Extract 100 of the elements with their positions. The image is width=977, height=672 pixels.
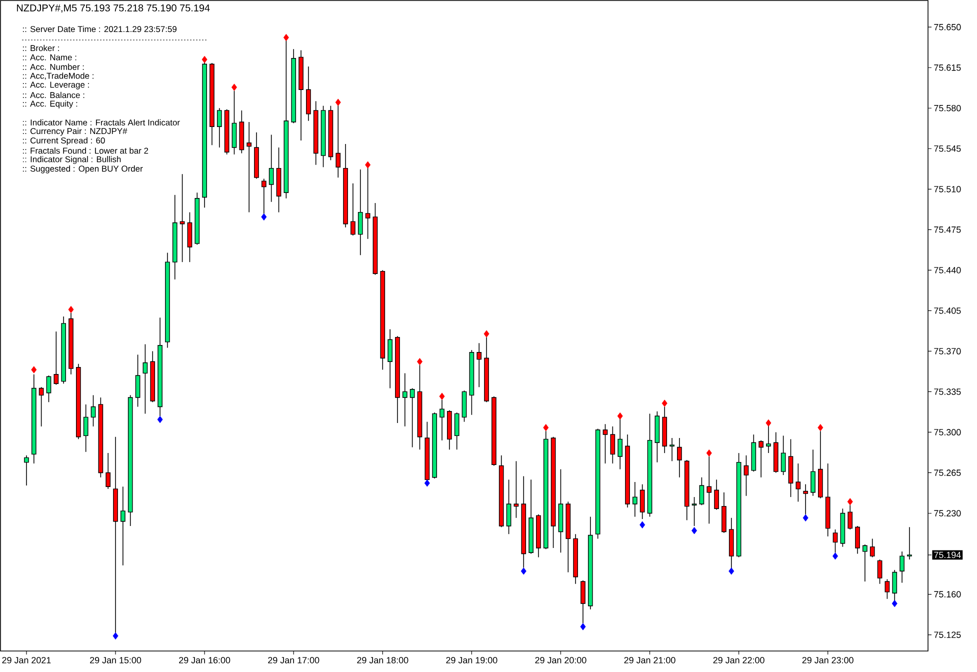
x-tick-label: 29 Jan 20:00 [535,656,586,664]
annotation: :: Acc,TradeMode : [22,72,94,80]
candlestick [24,454,29,486]
candlestick [862,544,868,582]
y-tick-label: 75.230 [934,510,961,516]
point [484,330,490,338]
y-tick-label: 75.370 [934,348,961,354]
candlestick [877,559,882,584]
x-tick-label: 29 Jan 23:00 [802,656,854,664]
point [231,84,237,91]
x-tick-label: 29 Jan 17:00 [268,656,320,664]
candlestick [410,388,415,448]
annotation: :: Acc. Leverage : [22,82,89,90]
point [728,568,734,575]
candlestick [670,438,674,462]
annotation: :: Indicator Name : Fractals Alert Indicator [22,119,180,126]
x-tick-label: 29 Jan 2021 [2,656,51,664]
annotation: :: Server Date Time : 2021.1.29 23:57:59 [22,26,177,32]
candlestick [506,479,512,534]
y-tick-label: 75.615 [934,64,961,71]
point [766,419,772,427]
candlestick [216,108,222,148]
y-tick-label: 75.475 [934,226,961,233]
point [580,623,586,630]
y-tick-label: 75.440 [934,266,961,274]
annotation: :: Currency Pair : NZDJPY# [22,128,128,136]
point [439,392,445,400]
candlestick [106,452,111,490]
candlestick [402,372,408,427]
candlestick [180,174,185,262]
candlestick [350,182,356,236]
point [157,416,163,424]
candlestick [870,538,875,558]
x-tick-label: 29 Jan 21:00 [624,656,676,664]
x-tick-label: 29 Jan 19:00 [446,656,498,664]
point [424,480,430,487]
point [416,358,422,366]
point [68,306,74,314]
candlestick [268,134,274,202]
candlestick [714,479,719,510]
candlestick [640,484,645,520]
annotation: :: Suggested : Open BUY Order [22,165,143,174]
point [112,632,118,640]
annotation: :: Indicator Signal : Bullish [22,156,121,164]
x-tick-label: 29 Jan 16:00 [179,656,230,664]
y-tick-label: 75.545 [934,146,961,152]
point [706,449,712,457]
candlestick [632,482,638,518]
x-tick-label: 29 Jan 18:00 [357,656,408,664]
x-tick-label: 29 Jan 15:00 [90,656,142,664]
candlestick [358,169,363,256]
candlestick [90,394,96,427]
annotation: :: Fractals Found : Lower at bar 2 [22,147,148,154]
candlestick [884,578,890,600]
y-tick-label: 75.125 [934,632,961,638]
point [892,600,898,608]
point [818,424,824,432]
candlestick [602,424,608,464]
point [692,527,698,534]
candlestick [388,328,392,389]
point [847,498,853,506]
candlestick [900,551,904,584]
point [31,366,37,374]
candlestick [758,440,764,478]
candlestick [38,386,44,427]
y-tick-label: 75.300 [934,429,961,436]
candlestick [692,496,697,526]
candlestick [699,476,704,506]
y-tick-label: 75.265 [934,470,961,476]
y-tick-label: 75.160 [934,591,961,598]
point [335,98,341,106]
y-tick-label: 75.405 [934,308,961,314]
candlestick [810,449,816,496]
annotation: :: Current Spread : 60 [22,137,105,146]
point [617,412,623,420]
y-tick-label: 75.650 [934,24,961,30]
point [662,400,668,407]
candlestick [610,426,616,464]
annotation: :: Broker : [22,44,59,52]
y-tick-label: 75.335 [934,388,961,395]
x-tick-label: 29 Jan 22:00 [713,656,764,664]
candlestick [246,122,252,213]
y-tick-label: 75.194 [934,552,961,558]
chart-title: NZDJPY#,M5 75.193 75.218 75.190 75.194 [17,4,210,13]
point [520,568,526,575]
candlestick [514,460,519,518]
candlestick [796,463,801,502]
candlestick [120,486,126,566]
annotation: :: Acc. Number : [22,64,84,70]
candlestick [744,454,749,496]
candlestick [907,526,912,560]
point [202,56,208,64]
candlestick [454,412,460,450]
point [283,34,289,42]
y-tick-label: 75.580 [934,104,961,112]
point [832,552,838,560]
candlestick [476,342,482,388]
candlestick [677,438,682,478]
point [802,514,808,522]
candlestick [46,375,52,403]
